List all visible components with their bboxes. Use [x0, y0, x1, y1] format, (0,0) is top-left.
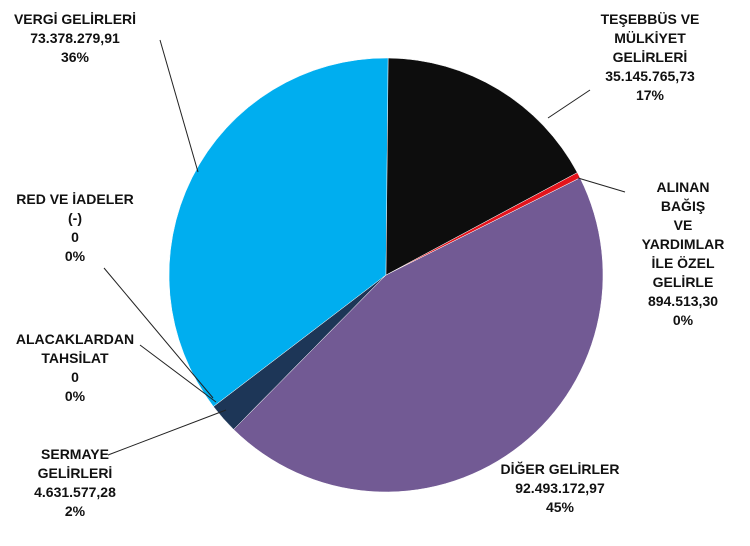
slice-label: ALACAKLARDAN TAHSİLAT 0 0%: [16, 330, 134, 406]
pie-slice: [168, 57, 389, 407]
label-value: 0: [71, 229, 79, 245]
label-value: 894.513,30: [647, 293, 719, 309]
label-name: SERMAYE GELİRLERİ: [37, 446, 113, 481]
pie-slice: [233, 177, 604, 493]
slice-label: TEŞEBBÜS VE MÜLKİYET GELİRLERİ 35.145.765…: [601, 10, 700, 105]
slice-label: SERMAYE GELİRLERİ 4.631.577,28 2%: [34, 445, 116, 521]
leader-line: [577, 177, 626, 193]
slice-label: RED VE İADELER (-) 0 0%: [16, 190, 133, 266]
slice-label: VERGİ GELİRLERİ 73.378.279,91 36%: [14, 10, 136, 67]
label-percent: 0%: [64, 248, 86, 264]
label-value: 0: [71, 369, 79, 385]
label-percent: 36%: [60, 49, 90, 65]
label-percent: 45%: [545, 499, 575, 515]
leader-line: [103, 267, 214, 399]
label-value: 35.145.765,73: [605, 68, 695, 84]
slice-label: ALINAN BAĞIŞ VE YARDIMLAR İLE ÖZEL GELİR…: [642, 178, 725, 330]
slice-label: DİĞER GELİRLER 92.493.172,97 45%: [500, 460, 619, 517]
pie-slice: [385, 57, 578, 276]
leader-line: [159, 39, 199, 173]
label-name: DİĞER GELİRLER: [500, 461, 620, 477]
label-value: 92.493.172,97: [515, 480, 605, 496]
label-name: RED VE İADELER (-): [16, 191, 134, 226]
leader-line: [107, 409, 227, 456]
label-percent: 0%: [64, 388, 86, 404]
label-name: VERGİ GELİRLERİ: [13, 11, 137, 27]
label-name: TEŞEBBÜS VE MÜLKİYET GELİRLERİ: [600, 11, 700, 65]
label-value: 4.631.577,28: [34, 484, 116, 500]
label-value: 73.378.279,91: [30, 30, 120, 46]
label-percent: 17%: [635, 87, 665, 103]
leader-line: [139, 344, 217, 403]
label-name: ALACAKLARDAN TAHSİLAT: [15, 331, 135, 366]
label-percent: 0%: [672, 312, 694, 328]
label-percent: 2%: [64, 503, 86, 519]
label-name: ALINAN BAĞIŞ VE YARDIMLAR İLE ÖZEL GELİR…: [641, 179, 725, 290]
leader-line: [547, 89, 591, 119]
